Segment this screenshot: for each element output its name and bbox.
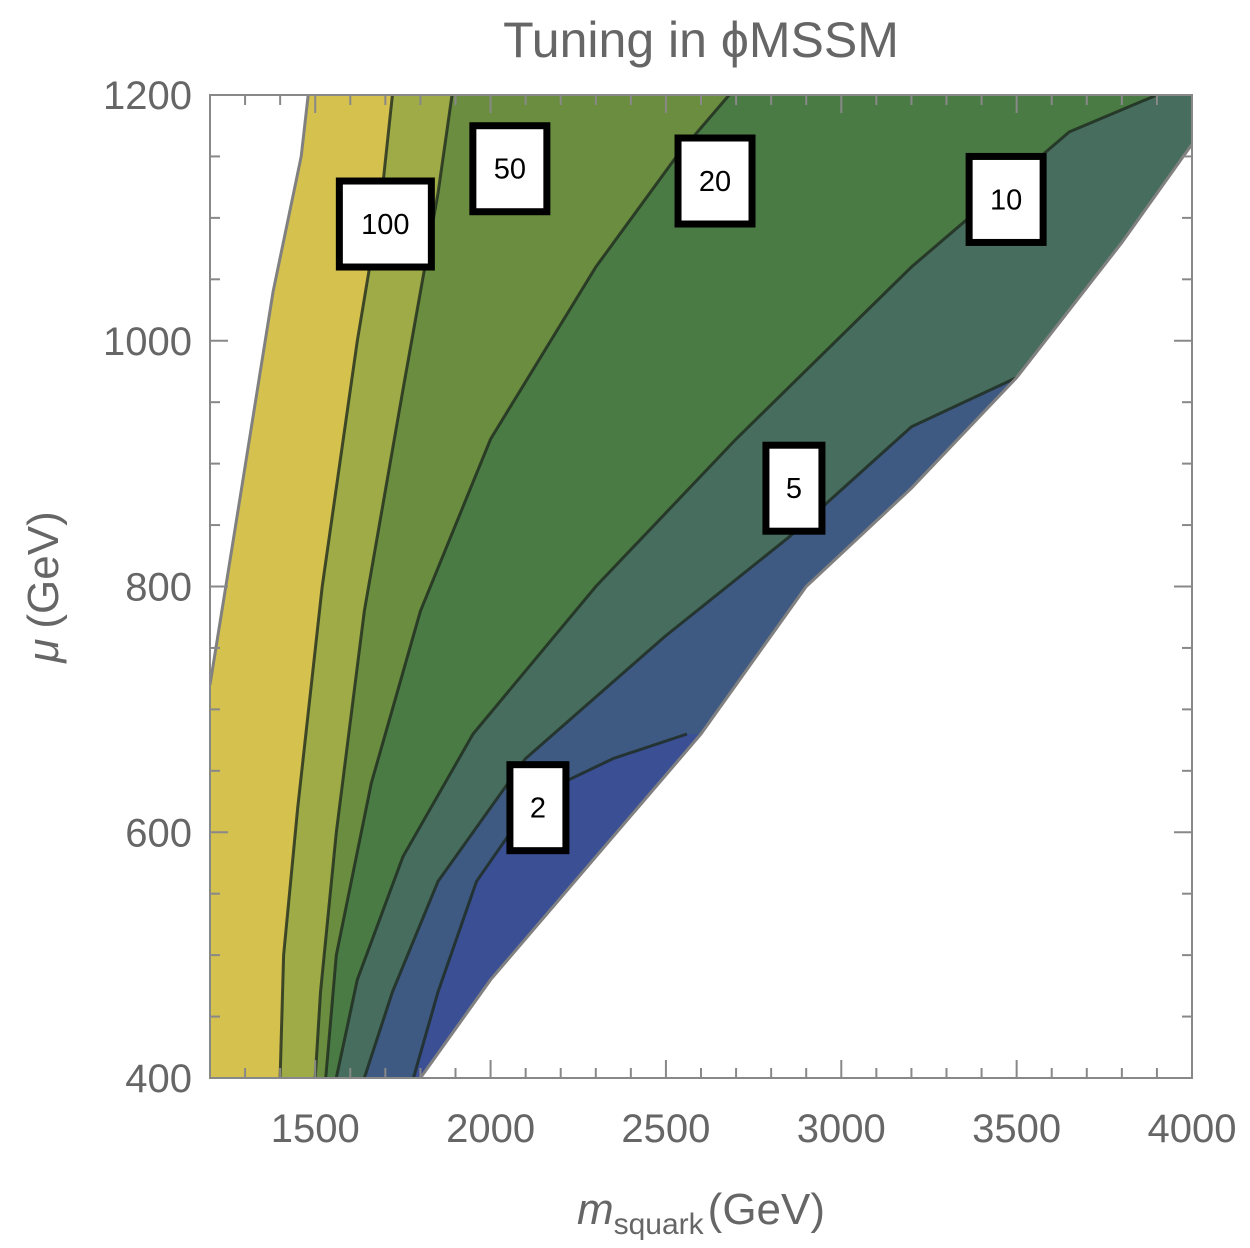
contour-label-text: 50	[494, 154, 526, 186]
x-tick-label: 1500	[271, 1107, 360, 1151]
y-axis-ticks: 400 600 800 1000 1200	[103, 74, 1192, 1101]
contour-label-2: 2	[506, 761, 570, 855]
contour-labels: 100 50 20 10 5 2	[335, 122, 1047, 855]
y-tick-label: 400	[125, 1057, 192, 1101]
contour-label-box	[762, 441, 826, 535]
contour-label-20: 20	[674, 134, 756, 228]
y-tick-label: 800	[125, 566, 192, 610]
contour-label-box	[965, 152, 1047, 246]
contour-label-text: 100	[361, 209, 409, 241]
excluded-region-right	[420, 144, 1192, 1078]
boundary-lines	[210, 95, 1192, 1078]
contour-label-text: 20	[699, 166, 731, 198]
contour-label-box	[335, 177, 435, 271]
x-tick-label: 2500	[621, 1107, 710, 1151]
y-tick-label: 1000	[103, 320, 192, 364]
y-axis-title-main: μ	[19, 639, 68, 664]
contour-label-text: 2	[530, 793, 546, 825]
x-tick-label: 4000	[1148, 1107, 1237, 1151]
chart-title: Tuning in ϕMSSM	[503, 12, 899, 68]
excluded-region-left	[210, 95, 309, 685]
x-tick-label: 3000	[797, 1107, 886, 1151]
y-axis-title: μ (GeV)	[19, 511, 68, 663]
contour-label-10: 10	[965, 152, 1047, 246]
y-tick-label: 600	[125, 811, 192, 855]
contour-line-50	[313, 95, 454, 1078]
x-tick-label: 3500	[972, 1107, 1061, 1151]
contour-label-5: 5	[762, 441, 826, 535]
y-axis-title-unit: (GeV)	[19, 511, 68, 628]
contour-label-50: 50	[469, 122, 551, 216]
y-tick-label: 1200	[103, 74, 192, 118]
x-axis-ticks: 1500 2000 2500 3000 3500 4000	[209, 95, 1237, 1151]
x-axis-title: msquark(GeV)	[577, 1185, 825, 1241]
boundary-left	[210, 95, 310, 686]
contour-label-text: 10	[990, 184, 1022, 216]
contour-label-100: 100	[335, 177, 435, 271]
contour-line-20	[324, 95, 731, 1078]
x-tick-label: 2000	[446, 1107, 535, 1151]
contour-line-5	[362, 376, 1018, 1078]
contour-label-box	[674, 134, 756, 228]
contour-label-text: 5	[786, 473, 802, 505]
x-axis-title-unit: (GeV)	[708, 1185, 825, 1234]
x-axis-title-main: m	[577, 1185, 614, 1234]
contour-label-box	[506, 761, 570, 855]
contour-line-2	[411, 732, 688, 1078]
x-axis-title-subscript: squark	[614, 1208, 705, 1241]
contour-label-box	[469, 122, 551, 216]
boundary-right	[419, 143, 1192, 1078]
